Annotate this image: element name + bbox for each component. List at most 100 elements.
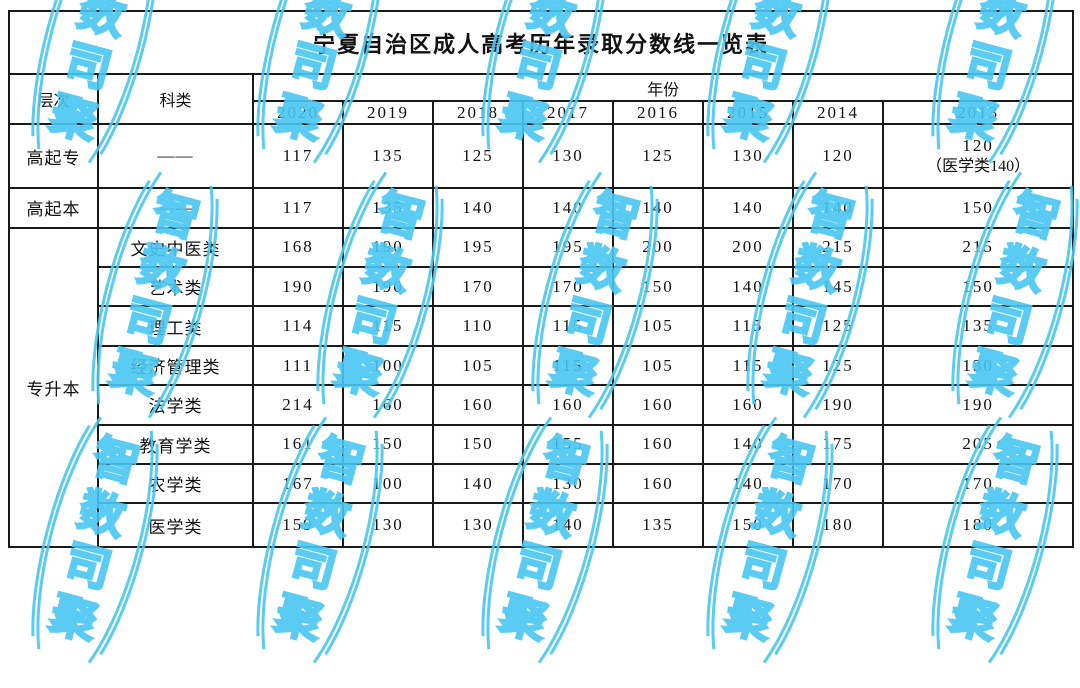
header-row-1: 层次 科类 年份 xyxy=(8,73,1075,125)
score-cell: 140 xyxy=(522,502,614,548)
score-cell: 159 xyxy=(252,502,344,548)
score-cell: 100 xyxy=(342,462,434,505)
score-cell: 168 xyxy=(252,226,344,269)
category-cell: —— xyxy=(97,122,254,190)
year-header-2016: 2016 xyxy=(612,100,704,125)
table-row: 经济管理类 111 100 105 115 105 115 125 130 xyxy=(9,344,1075,387)
score-cell: 115 xyxy=(702,305,794,347)
level-cell: 高起本 xyxy=(8,187,99,229)
score-cell: 160 xyxy=(612,423,704,465)
score-cell: 195 xyxy=(432,226,524,269)
table-row: 高起专 —— 117 135 125 130 125 130 120 120 （医学类140） xyxy=(8,122,1075,190)
watermark-character: 聚 xyxy=(44,586,104,651)
scores-table: 宁夏自治区成人高考历年录取分数线一览表 层次 科类 年份 2020 2019 201… xyxy=(7,9,1075,549)
score-cell: 130 xyxy=(702,122,794,190)
category-cell: 医学类 xyxy=(97,502,254,548)
score-cell: 135 xyxy=(342,187,434,229)
category-cell: 法学类 xyxy=(97,384,254,426)
score-cell: 160 xyxy=(522,384,614,426)
score-cell: 140 xyxy=(432,187,524,229)
category-cell: 艺术类 xyxy=(97,266,254,308)
score-cell: 155 xyxy=(522,423,614,465)
score-cell: 180 xyxy=(881,502,1075,548)
score-cell: 150 xyxy=(702,502,794,548)
score-cell: 160 xyxy=(432,384,524,426)
score-cell: 130 xyxy=(522,122,614,190)
table-row: 法学类 214 160 160 160 160 160 190 190 xyxy=(9,384,1075,426)
watermark-character: 聚 xyxy=(944,586,1004,651)
score-cell: 190 xyxy=(342,226,434,269)
year-header-2018: 2018 xyxy=(432,100,524,125)
score-cell: 105 xyxy=(612,344,704,387)
score-value: 120 xyxy=(962,136,994,156)
watermark-character: 聚 xyxy=(269,586,329,651)
watermark-character: 聚 xyxy=(719,586,779,651)
score-cell: 125 xyxy=(432,122,524,190)
score-cell: 161 xyxy=(252,423,344,465)
score-cell: 160 xyxy=(342,384,434,426)
score-cell: 140 xyxy=(702,187,794,229)
table-row: 艺术类 190 190 170 170 150 140 145 150 xyxy=(9,266,1075,308)
table-row: 理工类 114 115 110 115 105 115 125 135 xyxy=(9,305,1075,347)
year-header-2020: 2020 xyxy=(252,100,344,125)
category-cell: 经济管理类 xyxy=(97,344,254,387)
score-cell: 100 xyxy=(342,344,434,387)
score-cell: 117 xyxy=(252,122,344,190)
score-cell: 135 xyxy=(881,305,1075,347)
category-cell: 文史中医类 xyxy=(97,226,254,269)
category-cell: 农学类 xyxy=(97,462,254,505)
table-row: 高起本 —— 117 135 140 140 140 140 140 150 xyxy=(8,187,1075,229)
score-cell: 205 xyxy=(881,423,1075,465)
score-cell: 190 xyxy=(881,384,1075,426)
score-cell: 170 xyxy=(522,266,614,308)
table-row: 医学类 159 130 130 140 135 150 180 180 xyxy=(9,502,1075,548)
score-cell: 215 xyxy=(792,226,884,269)
score-cell: 120 （医学类140） xyxy=(881,122,1075,190)
score-cell: 130 xyxy=(522,462,614,505)
table-row: 专升本 文史中医类 168 190 195 195 200 200 215 215 xyxy=(8,226,1075,549)
screenshot-root: { "title": "宁夏自治区成人高考历年录取分数线一览表", "table… xyxy=(7,0,1079,664)
score-cell: 140 xyxy=(792,187,884,229)
score-cell: 110 xyxy=(432,305,524,347)
score-cell: 140 xyxy=(432,462,524,505)
score-cell: 150 xyxy=(612,266,704,308)
score-cell: 140 xyxy=(702,266,794,308)
score-cell: 130 xyxy=(342,502,434,548)
score-cell: 150 xyxy=(881,187,1075,229)
score-cell: 175 xyxy=(792,423,884,465)
score-cell: 125 xyxy=(792,344,884,387)
title-row: 宁夏自治区成人高考历年录取分数线一览表 xyxy=(7,9,1075,76)
score-cell: 140 xyxy=(702,423,794,465)
score-cell: 200 xyxy=(702,226,794,269)
score-cell: 190 xyxy=(252,266,344,308)
category-cell: 教育学类 xyxy=(97,423,254,465)
table-row: 农学类 167 100 140 130 160 140 170 170 xyxy=(9,462,1075,505)
score-cell: 170 xyxy=(432,266,524,308)
score-cell: 120 xyxy=(792,122,884,190)
score-cell: 150 xyxy=(432,423,524,465)
level-cell: 高起专 xyxy=(8,122,99,190)
score-cell: 170 xyxy=(792,462,884,505)
score-cell: 111 xyxy=(252,344,344,387)
score-cell: 125 xyxy=(792,305,884,347)
score-cell: 190 xyxy=(792,384,884,426)
year-header-2019: 2019 xyxy=(342,100,434,125)
header-level: 层次 xyxy=(8,73,99,125)
score-cell: 160 xyxy=(612,462,704,505)
watermark-character: 聚 xyxy=(494,586,554,651)
score-cell: 140 xyxy=(702,462,794,505)
score-cell: 135 xyxy=(342,122,434,190)
score-cell: 130 xyxy=(432,502,524,548)
score-cell: 167 xyxy=(252,462,344,505)
score-cell: 200 xyxy=(612,226,704,269)
score-cell: 160 xyxy=(702,384,794,426)
score-cell: 170 xyxy=(881,462,1075,505)
header-year-group: 年份 xyxy=(251,73,1075,103)
score-cell: 105 xyxy=(432,344,524,387)
score-cell: 105 xyxy=(612,305,704,347)
category-cell: 理工类 xyxy=(97,305,254,347)
score-cell: 130 xyxy=(881,344,1075,387)
score-cell: 115 xyxy=(522,305,614,347)
score-cell: 140 xyxy=(522,187,614,229)
score-cell: 160 xyxy=(612,384,704,426)
